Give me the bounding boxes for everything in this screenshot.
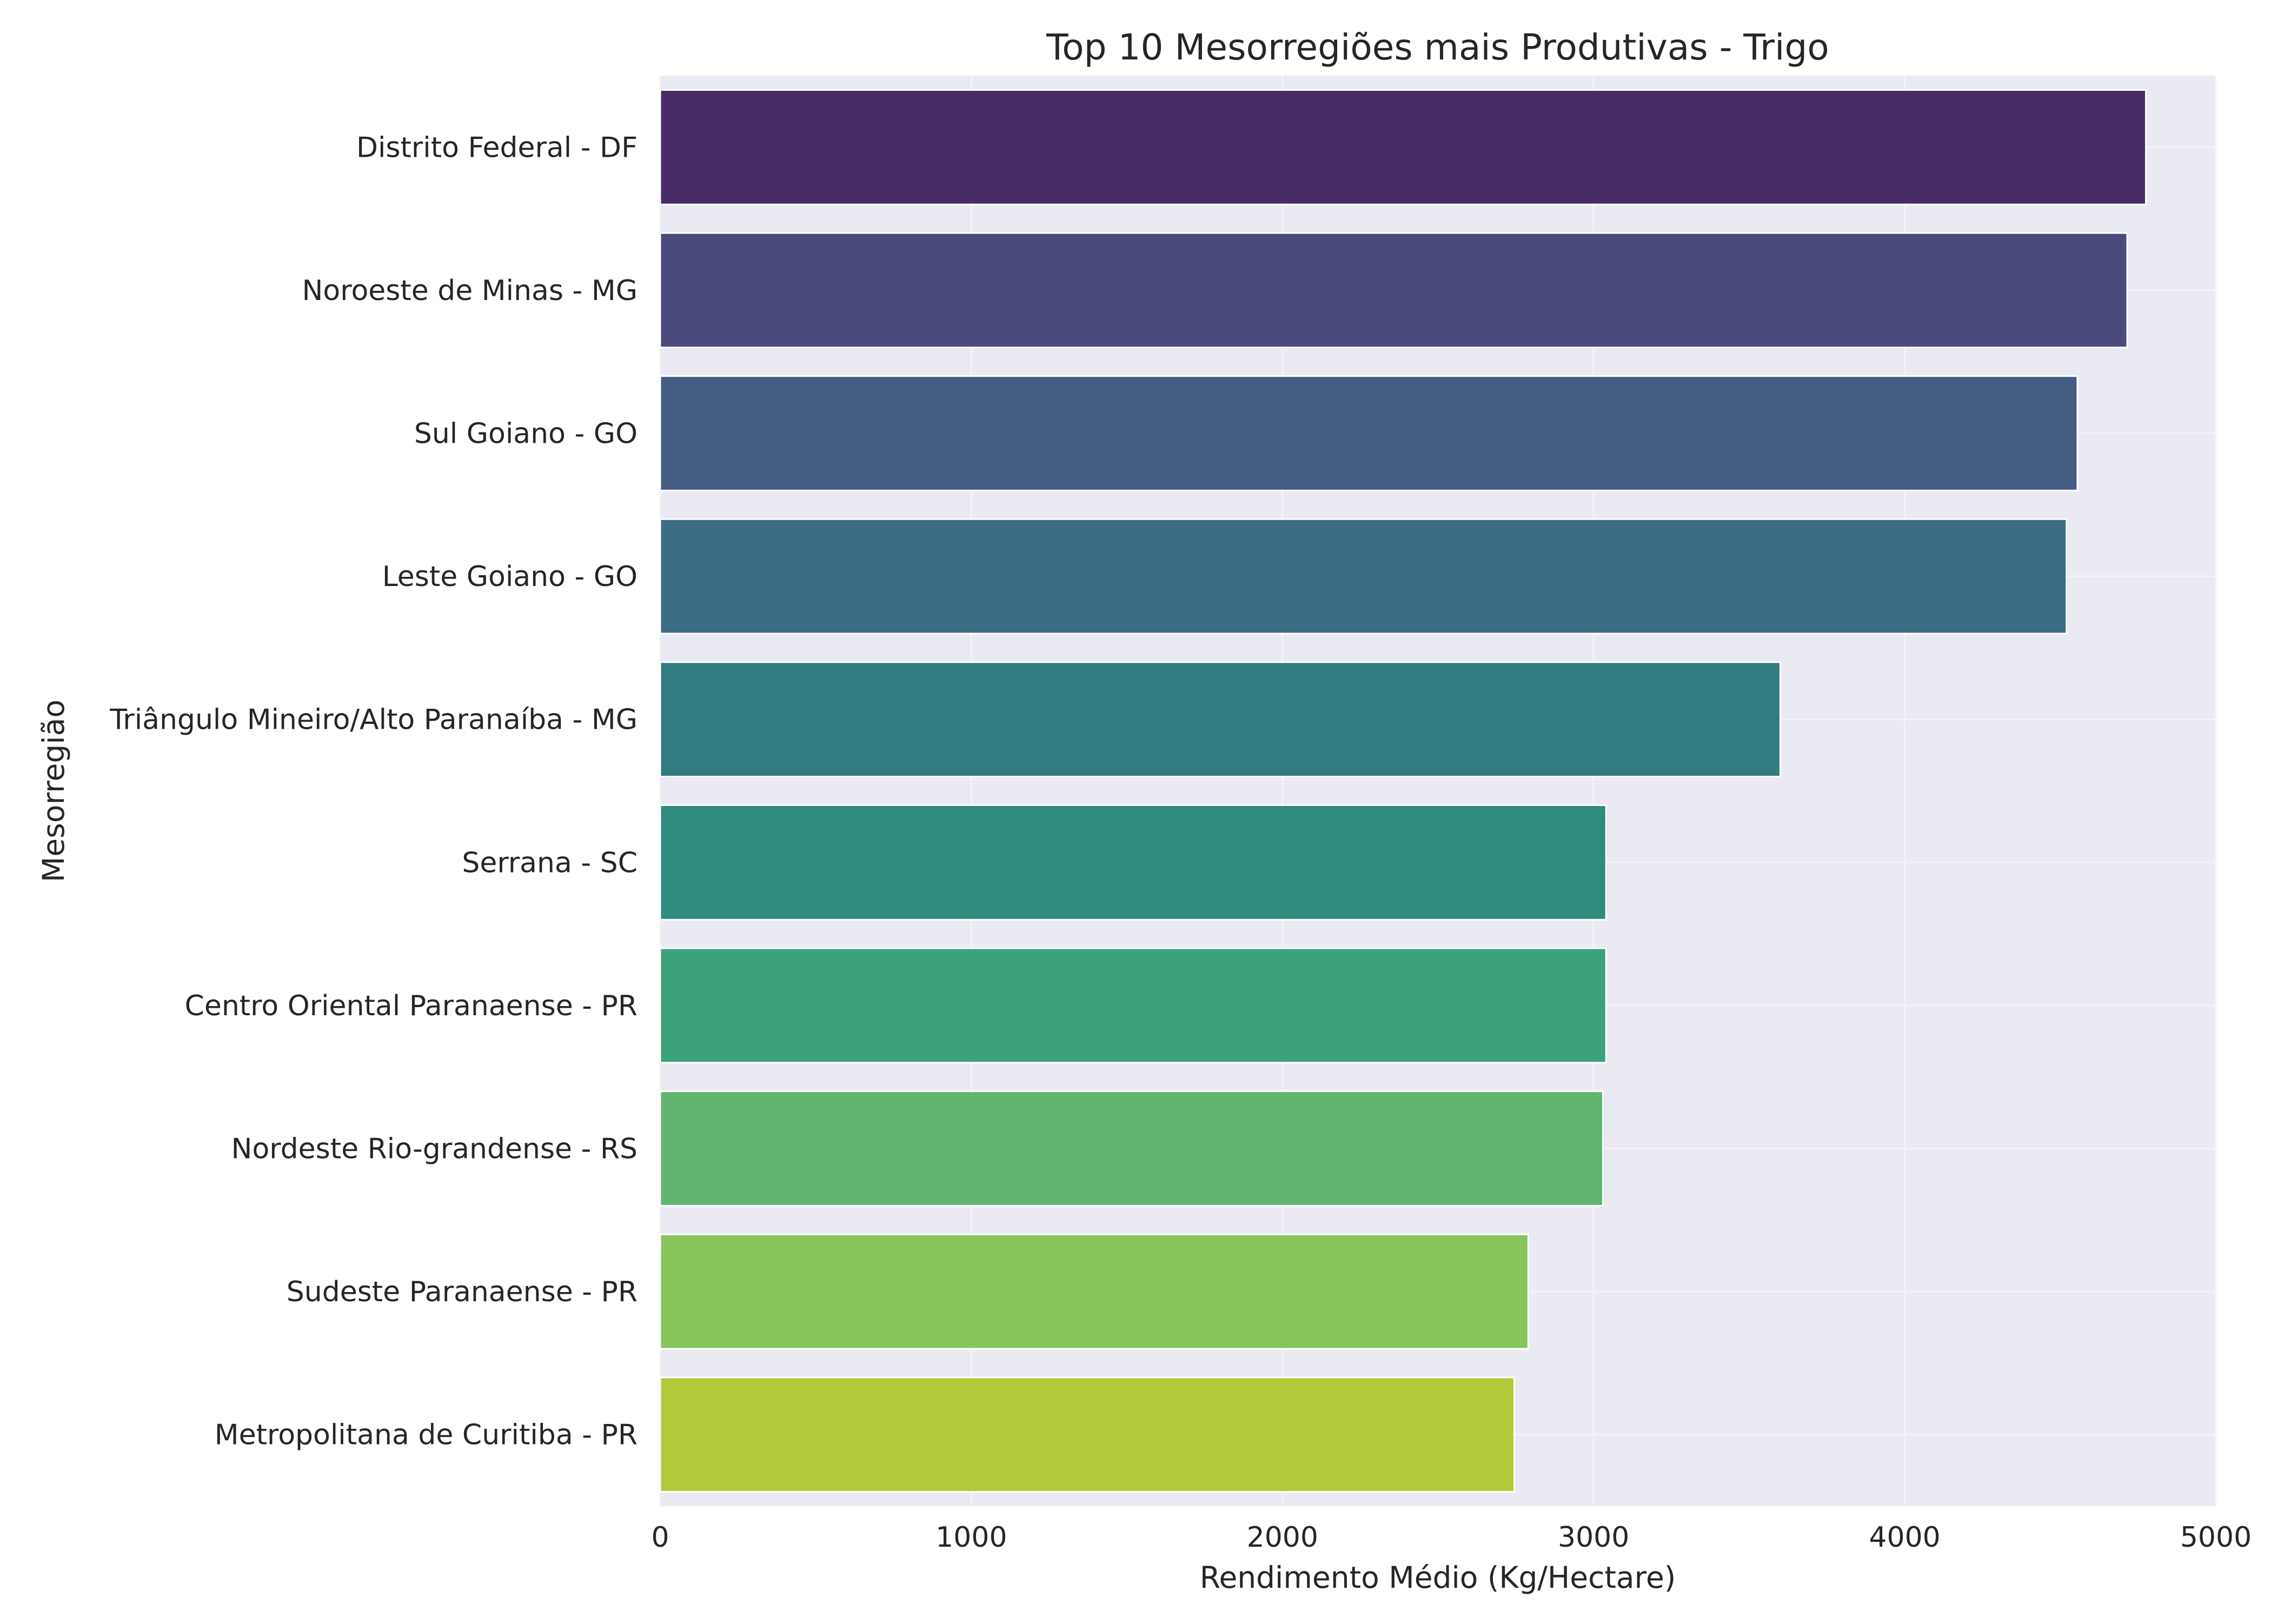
bar — [659, 89, 2147, 205]
x-tick-label: 2000 — [1247, 1521, 1318, 1554]
y-tick-labels: Distrito Federal - DF Noroeste de Minas -… — [109, 131, 638, 1451]
y-tick-label: Nordeste Rio-grandense - RS — [231, 1133, 638, 1166]
bar — [659, 1090, 1604, 1207]
x-tick-label: 1000 — [935, 1521, 1007, 1554]
y-tick-label: Metropolitana de Curitiba - PR — [215, 1419, 638, 1452]
x-tick-label: 0 — [651, 1521, 669, 1554]
bar — [659, 661, 1781, 778]
bar — [659, 518, 2068, 635]
bar — [659, 804, 1607, 921]
x-tick-label: 5000 — [2180, 1521, 2252, 1554]
bar — [659, 375, 2079, 491]
y-axis-label: Mesorregião — [36, 700, 71, 882]
y-tick-label: Sudeste Paranaense - PR — [287, 1276, 638, 1308]
bar — [659, 232, 2128, 349]
y-tick-label: Sul Goiano - GO — [414, 418, 638, 450]
x-tick-label: 4000 — [1869, 1521, 1940, 1554]
y-tick-label: Distrito Federal - DF — [356, 131, 638, 164]
y-tick-label: Centro Oriental Paranaense - PR — [185, 990, 638, 1022]
x-axis-label: Rendimento Médio (Kg/Hectare) — [1200, 1560, 1676, 1595]
chart-title: Top 10 Mesorregiões mais Produtivas - Tr… — [1046, 26, 1829, 68]
bar — [659, 947, 1607, 1064]
bars — [659, 89, 2147, 1493]
x-tick-label: 3000 — [1558, 1521, 1629, 1554]
y-tick-label: Serrana - SC — [462, 847, 638, 879]
bar — [659, 1376, 1515, 1493]
y-tick-label: Triângulo Mineiro/Alto Paranaíba - MG — [109, 704, 638, 736]
y-tick-label: Leste Goiano - GO — [382, 561, 638, 593]
bar — [659, 1233, 1529, 1350]
y-tick-label: Noroeste de Minas - MG — [302, 275, 638, 307]
x-tick-labels: 0 1000 2000 3000 4000 5000 — [651, 1521, 2252, 1554]
